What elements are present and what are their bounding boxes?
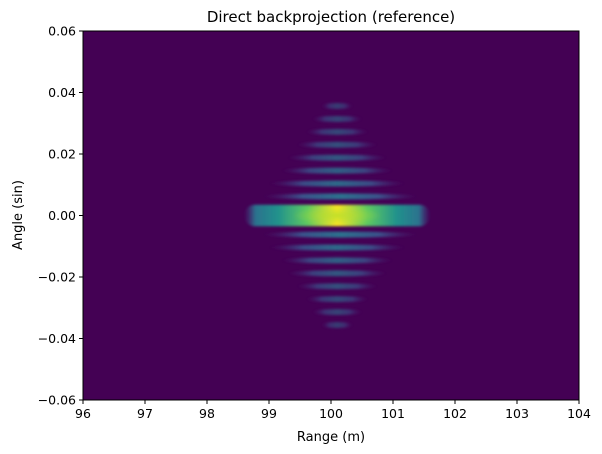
sidelobe-band xyxy=(262,193,418,200)
y-tick-label: −0.06 xyxy=(38,393,76,408)
y-axis: −0.06 −0.04 −0.02 0.00 0.02 0.04 0.06 xyxy=(38,24,83,408)
sidelobe-band xyxy=(296,283,378,290)
y-tick-label: 0.04 xyxy=(48,85,76,100)
y-tick-label: 0.06 xyxy=(48,24,76,39)
y-tick-label: −0.04 xyxy=(38,331,76,346)
sidelobe-band xyxy=(262,231,418,238)
sidelobe-band xyxy=(287,270,387,277)
y-axis-label: Angle (sin) xyxy=(11,180,26,250)
y-tick-label: 0.00 xyxy=(48,208,76,223)
sidelobe-band xyxy=(269,244,406,251)
sidelobe-band xyxy=(287,154,387,161)
x-tick-label: 103 xyxy=(505,406,529,421)
chart-title: Direct backprojection (reference) xyxy=(207,8,455,26)
sidelobe-band xyxy=(321,321,353,328)
sidelobe-band xyxy=(296,141,378,148)
sidelobe-band xyxy=(312,115,363,122)
sidelobe-band xyxy=(281,257,394,264)
x-tick-label: 96 xyxy=(75,406,91,421)
x-tick-label: 100 xyxy=(319,406,343,421)
x-tick-label: 97 xyxy=(137,406,153,421)
x-tick-label: 104 xyxy=(567,406,591,421)
sidelobe-band xyxy=(269,180,406,187)
sidelobe-band xyxy=(321,103,353,110)
x-axis: 96 97 98 99 100 101 102 103 104 xyxy=(75,400,591,421)
peak-marker xyxy=(292,205,383,226)
sidelobe-band xyxy=(281,167,394,174)
sidelobe-band xyxy=(306,296,369,303)
x-tick-label: 98 xyxy=(199,406,215,421)
sidelobe-band xyxy=(312,309,363,316)
x-tick-label: 102 xyxy=(443,406,467,421)
x-tick-label: 99 xyxy=(261,406,277,421)
y-tick-label: 0.02 xyxy=(48,147,76,162)
sidelobe-band xyxy=(306,128,369,135)
heatmap-layer xyxy=(244,103,431,328)
y-tick-label: −0.02 xyxy=(38,270,76,285)
x-tick-label: 101 xyxy=(381,406,405,421)
x-axis-label: Range (m) xyxy=(297,430,365,445)
